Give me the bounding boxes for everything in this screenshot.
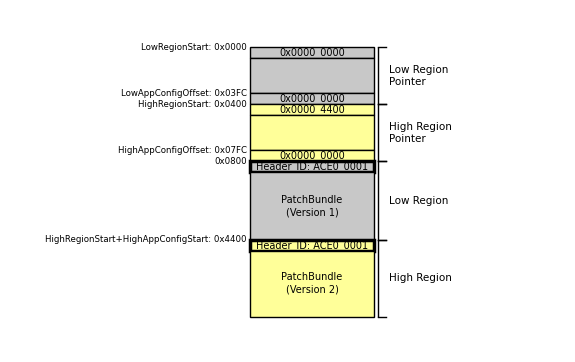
Text: 0x0000_0000: 0x0000_0000	[279, 47, 345, 58]
Bar	[250, 172, 374, 240]
Text: Low Region: Low Region	[389, 195, 448, 206]
Bar	[250, 93, 374, 104]
Bar	[250, 115, 374, 151]
Text: HighRegionStart: 0x0400: HighRegionStart: 0x0400	[138, 100, 247, 109]
Text: 0x0000_0000: 0x0000_0000	[279, 150, 345, 161]
Bar	[250, 104, 374, 115]
Text: LowAppConfigOffset: 0x03FC: LowAppConfigOffset: 0x03FC	[121, 89, 247, 98]
Text: PatchBundle
(Version 2): PatchBundle (Version 2)	[282, 273, 343, 295]
Text: High Region: High Region	[389, 273, 452, 283]
Bar	[250, 251, 374, 317]
Bar	[250, 58, 374, 93]
Text: 0x0000_4400: 0x0000_4400	[279, 104, 345, 115]
Bar	[250, 47, 374, 58]
Bar	[250, 240, 374, 251]
Text: LowRegionStart: 0x0000: LowRegionStart: 0x0000	[141, 43, 247, 52]
Text: High Region
Pointer: High Region Pointer	[389, 122, 452, 144]
Text: HighAppConfigOffset: 0x07FC: HighAppConfigOffset: 0x07FC	[117, 146, 247, 155]
Text: Header_ID: ACE0_0001: Header_ID: ACE0_0001	[256, 161, 368, 172]
Text: Low Region
Pointer: Low Region Pointer	[389, 64, 448, 87]
Bar	[250, 161, 374, 172]
Text: 0x0000_0000: 0x0000_0000	[279, 93, 345, 104]
Text: Header_ID: ACE0_0001: Header_ID: ACE0_0001	[256, 240, 368, 251]
Text: 0x0800: 0x0800	[214, 157, 247, 166]
Text: HighRegionStart+HighAppConfigStart: 0x4400: HighRegionStart+HighAppConfigStart: 0x44…	[45, 235, 247, 244]
Bar	[250, 151, 374, 161]
Text: PatchBundle
(Version 1): PatchBundle (Version 1)	[282, 195, 343, 217]
